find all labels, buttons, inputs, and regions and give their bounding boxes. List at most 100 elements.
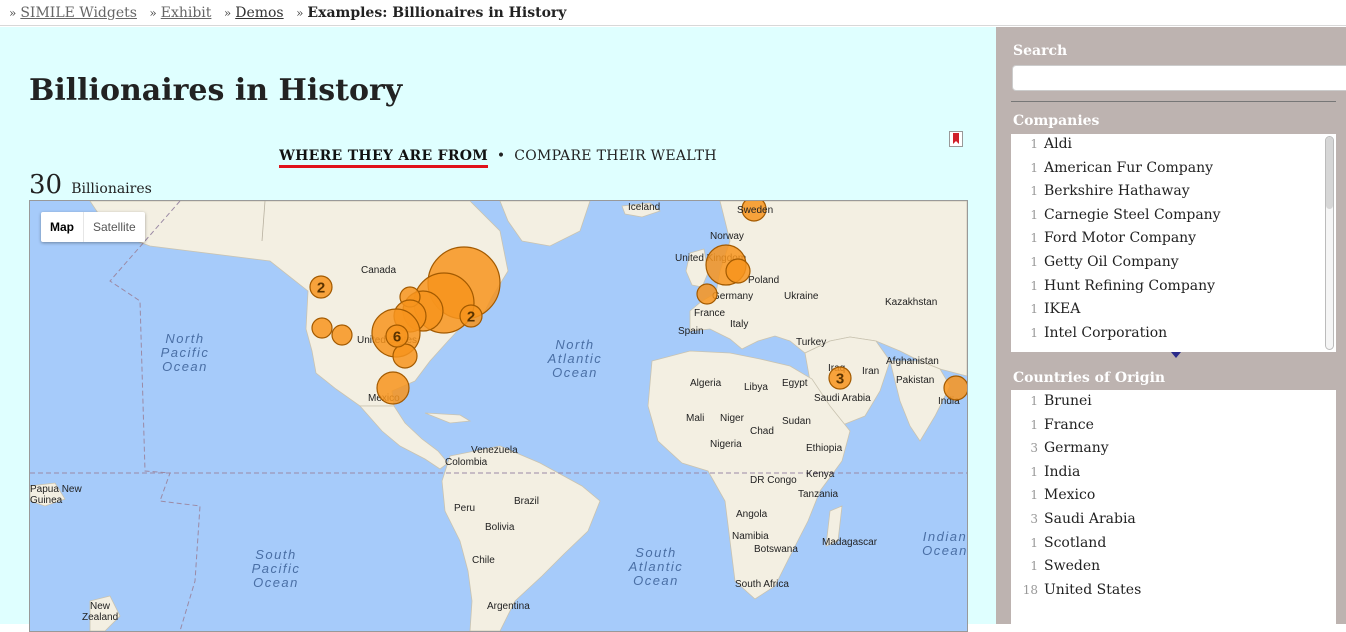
place-label: Chile	[472, 555, 495, 566]
ocean-label-indian: Ocean	[922, 543, 967, 558]
facet-item[interactable]: 1 Mexico	[1011, 484, 1321, 508]
place-label: Kenya	[806, 469, 835, 480]
facet-item-count: 1	[1030, 137, 1038, 151]
facet-item-count: 1	[1030, 394, 1038, 408]
place-label: Madagascar	[822, 537, 878, 548]
cluster-count: 2	[317, 280, 325, 297]
chevron-down-icon[interactable]	[1171, 352, 1181, 358]
facet-item[interactable]: 1 Sweden	[1011, 555, 1321, 579]
ocean-label-south-atlantic: South	[635, 545, 676, 560]
place-label: Germany	[712, 291, 753, 302]
facet-item-count: 1	[1030, 325, 1038, 340]
ocean-label-north-pacific: Ocean	[162, 359, 208, 374]
facet-item-label: IKEA	[1044, 301, 1081, 318]
view-separator: •	[496, 148, 506, 164]
map-marker[interactable]	[331, 324, 353, 346]
place-label: Italy	[730, 319, 748, 330]
place-label: Afghanistan	[886, 356, 939, 367]
ocean-label-south-pacific: South	[255, 547, 296, 562]
map-marker[interactable]	[376, 371, 410, 405]
facet-item[interactable]: 1 Hunt Refining Company	[1011, 275, 1321, 299]
border-line	[261, 201, 266, 242]
place-label: Zealand	[82, 612, 118, 623]
facet-item[interactable]: 3 Saudi Arabia	[1011, 508, 1321, 532]
map-marker-cluster[interactable]	[309, 275, 333, 299]
companies-facet-list: 1 Aldi 1 American Fur Company 1 Berkshire H…	[1011, 134, 1336, 352]
facet-item-count: 1	[1030, 535, 1038, 550]
result-count-number: 30	[29, 170, 63, 200]
search-title: Search	[1013, 43, 1068, 59]
place-label: New	[90, 601, 111, 612]
facet-item[interactable]: 18 United States	[1011, 579, 1321, 603]
view-tab-where-they-are-from[interactable]: WHERE THEY ARE FROM	[279, 148, 489, 168]
facet-item-count: 1	[1030, 488, 1038, 503]
place-label: Botswana	[754, 544, 798, 555]
breadcrumb-link-simile-widgets[interactable]: SIMILE Widgets	[20, 5, 137, 21]
facet-item[interactable]: 1 Ford Motor Company	[1011, 227, 1321, 251]
place-label: Chad	[750, 426, 774, 437]
breadcrumb-link-exhibit[interactable]: Exhibit	[160, 5, 212, 21]
facet-item[interactable]: 1 Berkshire Hathaway	[1011, 180, 1321, 204]
companies-scrollbar[interactable]	[1325, 136, 1334, 350]
facet-item-label: Germany	[1044, 440, 1109, 457]
breadcrumb-current-page: Examples: Billionaires in History	[307, 5, 567, 21]
world-map[interactable]: North Pacific Ocean North Atlantic Ocean…	[29, 200, 968, 632]
facet-item-count: 1	[1030, 184, 1038, 199]
facet-item[interactable]: 3 Germany	[1011, 437, 1321, 461]
facet-item-label: United States	[1044, 581, 1142, 598]
breadcrumb: » SIMILE Widgets » Exhibit » Demos » Example…	[0, 0, 1346, 26]
countries-facet-title: Countries of Origin	[1013, 370, 1166, 386]
map-marker-cluster[interactable]	[459, 304, 483, 328]
facet-item-label: Ford Motor Company	[1044, 230, 1197, 247]
map-marker[interactable]	[725, 258, 751, 284]
map-marker[interactable]	[311, 317, 333, 339]
facet-item[interactable]: 1 Intel Corporation	[1011, 322, 1321, 346]
bookmark-icon[interactable]	[949, 131, 963, 147]
map-type-map-button[interactable]: Map	[50, 220, 74, 234]
place-label: Tanzania	[798, 489, 838, 500]
facet-item-label: Saudi Arabia	[1044, 510, 1136, 527]
ocean-label-north-pacific: Pacific	[161, 345, 210, 360]
view-selector: WHERE THEY ARE FROM • COMPARE THEIR WEAL…	[0, 148, 996, 168]
ocean-label-north-atlantic: Ocean	[552, 365, 598, 380]
facet-item-label: Aldi	[1044, 136, 1073, 152]
place-label: Ukraine	[784, 291, 819, 302]
map-marker-cluster[interactable]	[385, 324, 409, 348]
facet-item-count: 1	[1030, 231, 1038, 246]
map-type-satellite-button[interactable]: Satellite	[83, 212, 145, 242]
map-marker[interactable]	[696, 283, 718, 305]
facet-item[interactable]: 1 Getty Oil Company	[1011, 251, 1321, 275]
map-marker[interactable]	[943, 375, 967, 401]
place-label: Peru	[454, 503, 475, 514]
place-label: Libya	[744, 382, 768, 393]
view-tab-compare-their-wealth[interactable]: COMPARE THEIR WEALTH	[514, 148, 717, 164]
map-marker-cluster[interactable]	[828, 366, 852, 390]
facet-item-label: Scotland	[1044, 534, 1107, 551]
facet-item[interactable]: 1 India	[1011, 461, 1321, 485]
ocean-label-north-atlantic: Atlantic	[547, 351, 603, 366]
ocean-label-south-pacific: Pacific	[252, 561, 301, 576]
facet-item-label: Sweden	[1044, 558, 1101, 575]
facet-item[interactable]: 1 Aldi	[1011, 134, 1321, 157]
facet-item[interactable]: 1 France	[1011, 414, 1321, 438]
map-marker[interactable]	[392, 343, 418, 369]
main-content: Billionaires in History WHERE THEY ARE F…	[0, 27, 996, 632]
search-input[interactable]	[1012, 65, 1346, 91]
facet-item[interactable]: 1 Brunei	[1011, 390, 1321, 414]
map-marker[interactable]	[741, 201, 767, 222]
place-label: Saudi Arabia	[814, 393, 871, 404]
facet-item[interactable]: 1 IKEA	[1011, 298, 1321, 322]
facet-item[interactable]: 1 Carnegie Steel Company	[1011, 204, 1321, 228]
facet-item-count: 18	[1022, 582, 1038, 597]
facet-item[interactable]: 1 American Fur Company	[1011, 157, 1321, 181]
breadcrumb-separator: »	[149, 6, 157, 20]
place-label: France	[694, 308, 726, 319]
facet-item[interactable]: 1 Scotland	[1011, 532, 1321, 556]
facet-item-label: Hunt Refining Company	[1044, 277, 1216, 294]
breadcrumb-link-demos[interactable]: Demos	[235, 5, 284, 21]
scrollbar-thumb[interactable]	[1326, 137, 1333, 209]
cluster-count: 3	[836, 371, 844, 388]
place-label: Angola	[736, 509, 768, 520]
place-label: Iran	[862, 366, 879, 377]
map-land	[30, 201, 967, 631]
